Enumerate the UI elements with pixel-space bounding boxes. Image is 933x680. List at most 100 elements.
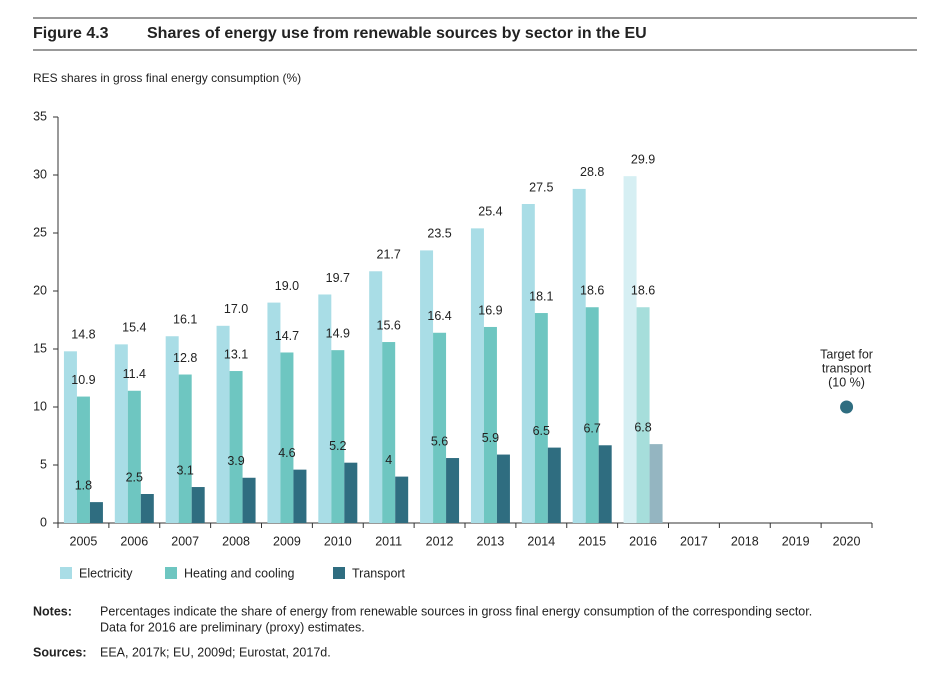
value-label: 4.6 xyxy=(278,446,295,460)
x-tick-label: 2018 xyxy=(731,534,759,548)
x-tick-label: 2011 xyxy=(375,534,402,548)
bar xyxy=(216,325,230,523)
notes-text: Percentages indicate the share of energy… xyxy=(100,604,812,618)
bar xyxy=(585,307,599,523)
value-label: 10.9 xyxy=(71,373,95,387)
value-label: 16.9 xyxy=(478,303,502,317)
value-label: 3.9 xyxy=(227,454,244,468)
legend-label: Heating and cooling xyxy=(184,566,295,580)
value-label: 14.8 xyxy=(71,328,95,342)
x-tick-label: 2012 xyxy=(426,534,454,548)
legend-swatch xyxy=(60,567,72,579)
value-label: 18.1 xyxy=(529,289,553,303)
value-label: 19.0 xyxy=(275,279,299,293)
value-label: 12.8 xyxy=(173,351,197,365)
value-label: 6.5 xyxy=(533,424,550,438)
bar xyxy=(127,390,141,523)
x-tick-label: 2008 xyxy=(222,534,250,548)
value-label: 19.7 xyxy=(326,271,350,285)
y-tick-label: 20 xyxy=(33,283,47,297)
bar xyxy=(572,188,586,524)
bar xyxy=(331,350,345,523)
bar xyxy=(318,294,332,523)
x-tick-label: 2006 xyxy=(120,534,148,548)
value-label: 16.1 xyxy=(173,313,197,327)
legend-label: Electricity xyxy=(79,566,133,580)
value-label: 25.4 xyxy=(478,205,502,219)
bar xyxy=(178,374,192,523)
bar xyxy=(267,302,281,523)
bar xyxy=(521,204,535,523)
bar xyxy=(89,502,103,523)
bar xyxy=(483,326,497,523)
value-label: 5.9 xyxy=(482,431,499,445)
figure-number: Figure 4.3 xyxy=(33,25,109,42)
value-label: 3.1 xyxy=(176,463,193,477)
annotation: Target for xyxy=(820,347,873,361)
y-tick-label: 35 xyxy=(33,109,47,123)
bar xyxy=(623,176,637,523)
value-label: 2.5 xyxy=(126,470,143,484)
value-label: 5.2 xyxy=(329,439,346,453)
legend-swatch xyxy=(333,567,345,579)
bar xyxy=(446,458,460,523)
value-label: 11.4 xyxy=(123,367,146,381)
bar xyxy=(395,476,409,523)
value-label: 13.1 xyxy=(224,347,248,361)
y-tick-label: 25 xyxy=(33,225,47,239)
notes-text: Data for 2016 are preliminary (proxy) es… xyxy=(100,620,365,634)
y-tick-label: 5 xyxy=(40,457,47,471)
value-label: 17.0 xyxy=(224,302,248,316)
bar xyxy=(140,494,154,523)
value-label: 6.8 xyxy=(634,420,651,434)
y-tick-label: 0 xyxy=(40,515,47,529)
value-label: 14.7 xyxy=(275,329,299,343)
x-tick-label: 2020 xyxy=(833,534,861,548)
target-marker xyxy=(840,400,854,414)
bar xyxy=(191,487,205,523)
x-tick-label: 2013 xyxy=(477,534,505,548)
bar xyxy=(496,454,510,523)
legend-label: Transport xyxy=(352,566,406,580)
value-label: 27.5 xyxy=(529,180,553,194)
value-label: 28.8 xyxy=(580,165,604,179)
sources-text: EEA, 2017k; EU, 2009d; Eurostat, 2017d. xyxy=(100,645,331,659)
value-label: 15.4 xyxy=(122,321,146,335)
bar xyxy=(344,462,358,523)
value-label: 5.6 xyxy=(431,434,448,448)
bar xyxy=(636,307,650,523)
value-label: 21.7 xyxy=(377,248,401,262)
bar xyxy=(280,352,294,523)
bar xyxy=(76,396,90,523)
x-tick-label: 2015 xyxy=(578,534,606,548)
bar xyxy=(63,351,77,523)
x-tick-label: 2009 xyxy=(273,534,301,548)
bar xyxy=(649,444,663,523)
bar xyxy=(382,342,396,523)
annotation: transport xyxy=(822,361,872,375)
bar xyxy=(369,271,383,523)
value-label: 18.6 xyxy=(580,284,604,298)
sources-label: Sources: xyxy=(33,645,87,659)
x-tick-label: 2007 xyxy=(171,534,199,548)
y-axis-label: RES shares in gross final energy consump… xyxy=(33,71,301,85)
value-label: 18.6 xyxy=(631,284,655,298)
notes-label: Notes: xyxy=(33,604,72,618)
value-label: 6.7 xyxy=(583,422,600,436)
bar xyxy=(470,228,484,524)
bar xyxy=(242,477,256,523)
legend-swatch xyxy=(165,567,177,579)
value-label: 1.8 xyxy=(75,478,92,492)
bar xyxy=(547,447,561,523)
annotation: (10 %) xyxy=(828,375,865,389)
x-tick-label: 2017 xyxy=(680,534,708,548)
x-tick-label: 2005 xyxy=(70,534,98,548)
bar xyxy=(165,336,179,523)
bar xyxy=(534,313,548,523)
value-label: 16.4 xyxy=(427,309,451,323)
y-tick-label: 30 xyxy=(33,167,47,181)
bar xyxy=(229,371,243,523)
x-tick-label: 2010 xyxy=(324,534,352,548)
value-label: 4 xyxy=(385,453,392,467)
